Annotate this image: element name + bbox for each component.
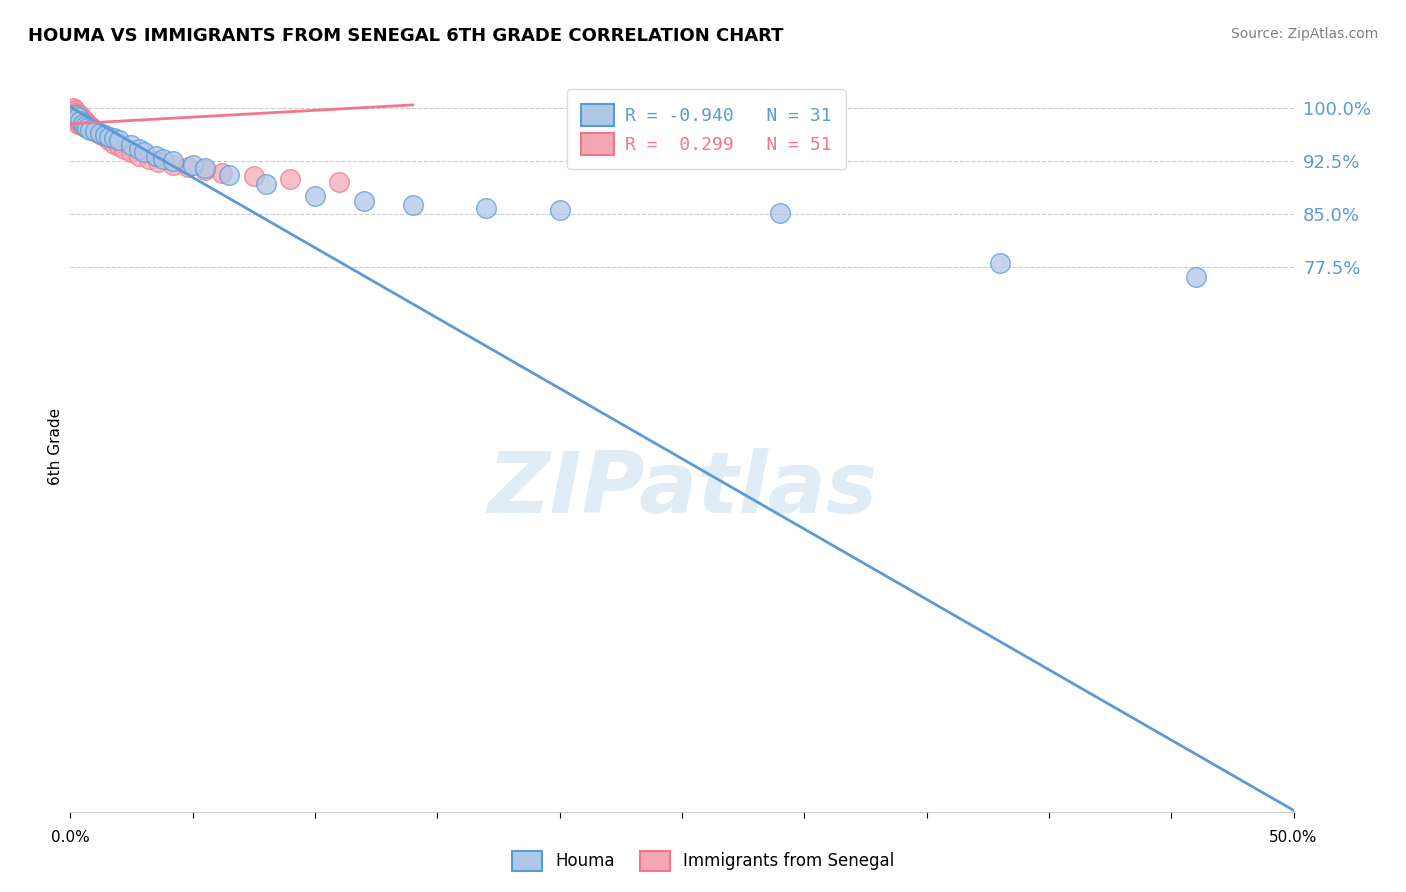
Point [162, 154, 184, 169]
Text: 50.0%: 50.0% [1270, 830, 1317, 845]
Point [304, 189, 326, 203]
Point [280, 171, 302, 186]
Point [62, 102, 84, 116]
Point [79, 119, 101, 133]
Y-axis label: 6th Grade: 6th Grade [48, 408, 63, 484]
Point [93, 128, 115, 143]
Point [108, 133, 131, 147]
Point [211, 166, 233, 180]
Point [98, 129, 121, 144]
Point [132, 145, 155, 159]
Point [162, 158, 184, 172]
Point [66, 114, 89, 128]
Point [62, 112, 84, 127]
Point [69, 108, 91, 122]
Point [72, 114, 94, 128]
Point [66, 117, 89, 131]
Point [66, 110, 89, 124]
Legend: R = -0.940   N = 31, R =  0.299   N = 51: R = -0.940 N = 31, R = 0.299 N = 51 [567, 89, 846, 169]
Point [62, 107, 84, 121]
Text: ZIPatlas: ZIPatlas [486, 449, 877, 532]
Point [62, 104, 84, 119]
Point [63, 108, 86, 122]
Point [98, 133, 121, 147]
Point [83, 124, 105, 138]
Point [69, 114, 91, 128]
Point [152, 152, 174, 166]
Point [76, 117, 98, 131]
Point [73, 119, 96, 133]
Point [63, 108, 86, 122]
Point [177, 161, 200, 175]
Point [475, 202, 498, 216]
Point [148, 154, 170, 169]
Text: Source: ZipAtlas.com: Source: ZipAtlas.com [1230, 27, 1378, 41]
Point [66, 110, 89, 124]
Point [243, 169, 266, 183]
Point [66, 107, 89, 121]
Point [83, 124, 105, 138]
Point [73, 119, 96, 133]
Point [69, 114, 91, 128]
Legend: Houma, Immigrants from Senegal: Houma, Immigrants from Senegal [503, 842, 903, 880]
Point [72, 119, 94, 133]
Point [108, 139, 131, 153]
Point [769, 205, 792, 219]
Point [548, 203, 571, 218]
Point [128, 149, 150, 163]
Point [121, 138, 143, 153]
Point [63, 112, 86, 126]
Point [69, 112, 91, 126]
Point [63, 103, 86, 117]
Point [89, 126, 111, 140]
Point [402, 198, 425, 212]
Point [91, 128, 114, 143]
Point [73, 114, 96, 128]
Point [69, 117, 91, 131]
Text: 0.0%: 0.0% [51, 830, 90, 845]
Point [72, 117, 94, 131]
Point [76, 121, 98, 136]
Point [63, 105, 86, 120]
Point [82, 121, 104, 136]
Point [112, 142, 135, 156]
Point [988, 256, 1011, 270]
Point [218, 168, 240, 182]
Point [194, 161, 217, 176]
Point [328, 175, 350, 189]
Point [83, 122, 105, 136]
Point [138, 152, 160, 166]
Point [128, 142, 150, 156]
Point [76, 119, 98, 133]
Point [353, 194, 375, 209]
Point [103, 136, 125, 151]
Point [72, 117, 94, 131]
Point [86, 125, 108, 139]
Point [103, 131, 125, 145]
Point [194, 163, 217, 178]
Point [72, 112, 94, 126]
Point [62, 110, 84, 124]
Point [66, 112, 89, 126]
Point [145, 149, 167, 163]
Text: HOUMA VS IMMIGRANTS FROM SENEGAL 6TH GRADE CORRELATION CHART: HOUMA VS IMMIGRANTS FROM SENEGAL 6TH GRA… [28, 27, 783, 45]
Point [254, 177, 277, 191]
Point [181, 158, 204, 172]
Point [79, 122, 101, 136]
Point [79, 121, 101, 136]
Point [89, 127, 111, 141]
Point [121, 145, 143, 159]
Point [96, 131, 118, 145]
Point [1184, 270, 1206, 285]
Point [73, 117, 96, 131]
